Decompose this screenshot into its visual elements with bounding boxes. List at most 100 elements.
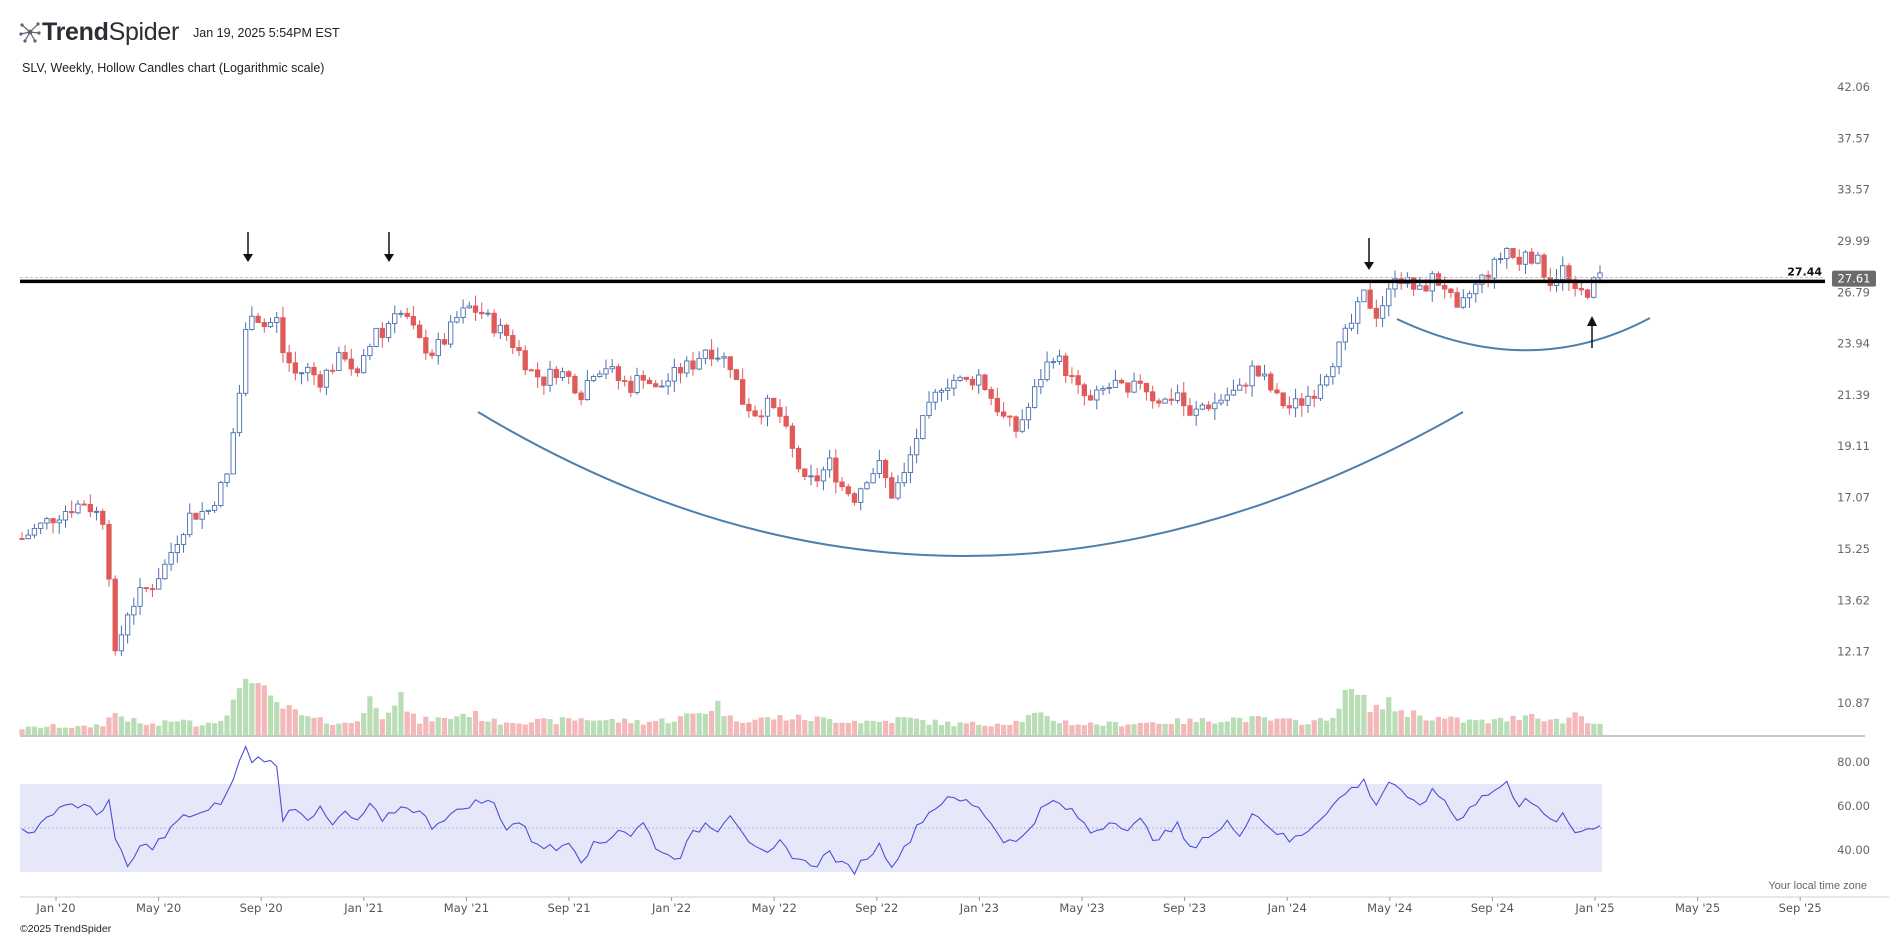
candle-body xyxy=(87,504,93,513)
candle-body xyxy=(131,605,137,616)
candle-body xyxy=(31,527,38,536)
volume-bar xyxy=(1255,716,1261,735)
volume-bar xyxy=(1168,723,1174,735)
candle-body xyxy=(1348,322,1355,329)
volume-bar xyxy=(261,685,267,735)
volume-bar xyxy=(727,715,733,735)
volume-bar xyxy=(193,726,199,735)
candle-body xyxy=(1125,382,1131,393)
volume-bar xyxy=(38,728,44,735)
candle-body xyxy=(1137,380,1143,384)
volume-bar xyxy=(1187,718,1193,735)
candle-body xyxy=(348,358,354,370)
candle-body xyxy=(1466,293,1473,299)
candle-body xyxy=(193,512,199,520)
volume-bar xyxy=(634,720,640,735)
volume-bar xyxy=(535,718,541,735)
candle-body xyxy=(584,380,590,401)
candle-body xyxy=(361,355,367,374)
candle-body xyxy=(435,339,441,357)
candle-body xyxy=(472,305,479,313)
volume-bar xyxy=(1181,723,1187,735)
candle-body xyxy=(354,368,361,374)
candle-body xyxy=(808,475,814,478)
volume-bar xyxy=(615,722,622,735)
volume-bar xyxy=(1199,718,1205,735)
volume-bar xyxy=(174,721,180,735)
y-axis-tick: 13.62 xyxy=(1837,593,1870,607)
volume-bar xyxy=(969,721,976,735)
volume-bar xyxy=(100,726,106,735)
candle-body xyxy=(56,519,62,524)
volume-bar xyxy=(1504,721,1510,735)
volume-bar xyxy=(211,723,218,735)
candle-body xyxy=(1386,288,1392,307)
last-price-label: 27.61 xyxy=(1838,272,1871,286)
volume-bar xyxy=(398,692,404,735)
volume-bar xyxy=(1510,715,1516,735)
volume-bar xyxy=(1038,712,1044,735)
candle-body xyxy=(963,376,969,380)
volume-bar xyxy=(1386,697,1392,735)
volume-bar xyxy=(708,710,715,735)
volume-bar xyxy=(1324,720,1330,735)
candle-body xyxy=(1361,289,1367,303)
volume-bar xyxy=(497,724,503,735)
y-axis-tick: 17.07 xyxy=(1837,491,1870,505)
volume-bar xyxy=(87,727,93,735)
volume-bar xyxy=(224,715,230,735)
candle-body xyxy=(597,373,603,377)
trendspider-logo-icon xyxy=(19,22,41,43)
volume-bar xyxy=(404,711,410,735)
volume-bar xyxy=(1162,723,1168,735)
candle-body xyxy=(1075,375,1081,386)
volume-bar xyxy=(1261,717,1268,735)
volume-bar xyxy=(44,726,50,735)
volume-bar xyxy=(69,727,75,735)
volume-bar xyxy=(1056,723,1063,735)
candle-body xyxy=(1280,392,1286,407)
volume-bar xyxy=(802,720,808,735)
volume-bar xyxy=(771,719,777,735)
candle-body xyxy=(124,614,131,636)
candle-body xyxy=(1249,365,1255,387)
candle-body xyxy=(392,313,398,324)
candle-body xyxy=(1442,284,1448,290)
volume-bar xyxy=(957,722,963,735)
candle-body xyxy=(404,312,410,317)
volume-bar xyxy=(1280,718,1286,735)
candle-body xyxy=(1367,289,1373,309)
candle-body xyxy=(305,366,311,374)
volume-bar xyxy=(218,720,224,735)
volume-bar xyxy=(1411,710,1417,735)
volume-bar xyxy=(1112,721,1119,735)
candle-body xyxy=(1019,419,1025,432)
candle-body xyxy=(1379,305,1386,319)
candle-body xyxy=(1261,373,1268,377)
volume-bar xyxy=(1361,694,1367,735)
candle-body xyxy=(1181,392,1187,407)
candle-body xyxy=(609,366,615,370)
volume-bar xyxy=(777,715,783,735)
cup-curve xyxy=(477,411,1464,557)
x-axis-tick: Sep '23 xyxy=(1163,901,1206,915)
candle-body xyxy=(249,315,255,331)
volume-bar xyxy=(1100,725,1106,735)
candle-body xyxy=(976,374,982,386)
candle-body xyxy=(1243,384,1249,387)
candle-body xyxy=(1336,341,1342,368)
candle-body xyxy=(1156,400,1162,404)
volume-bar xyxy=(758,717,764,735)
volume-bar xyxy=(1473,720,1479,735)
candle-body xyxy=(503,324,510,336)
volume-bar xyxy=(603,720,609,735)
volume-bar xyxy=(236,688,243,735)
annotations: 27.44 27.61 xyxy=(20,232,1876,557)
volume-bar xyxy=(1547,719,1553,735)
volume-bar xyxy=(330,724,336,735)
arrow-down-icon xyxy=(384,254,394,262)
arrow-down-icon xyxy=(1364,262,1374,270)
candle-body xyxy=(448,321,454,345)
candle-body xyxy=(485,312,491,315)
